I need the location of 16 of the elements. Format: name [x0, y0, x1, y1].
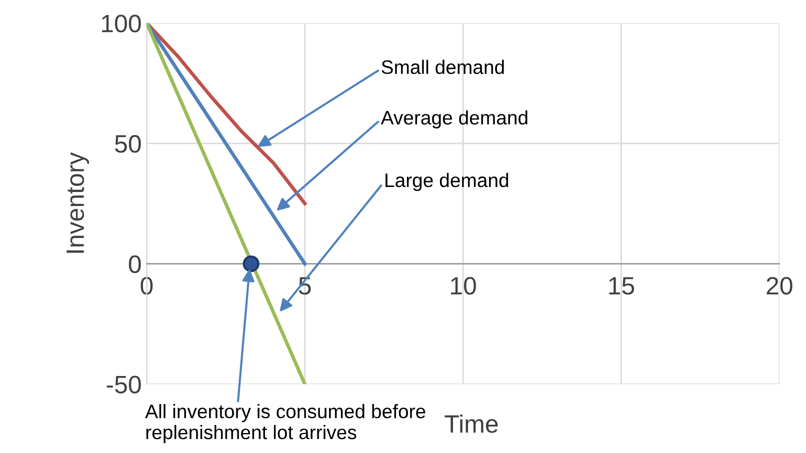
- y-axis-title: Inventory: [66, 152, 90, 253]
- annotation: Large demand: [386, 172, 508, 192]
- y-tick-label: 50: [115, 135, 141, 153]
- annotation: Average demand: [380, 110, 528, 128]
- annotation: All inventory is consumed before replenishment lot arrives: [145, 404, 426, 444]
- line-series: [146, 23, 307, 206]
- y-tick-label: 100: [102, 14, 141, 32]
- x-tick-label: 20: [766, 276, 792, 295]
- x-tick-label: 10: [451, 276, 476, 295]
- y-tick-label: -50: [106, 376, 141, 394]
- x-axis-title: Time: [444, 414, 498, 433]
- y-tick-label: 0: [128, 255, 141, 274]
- annotation: Small demand: [382, 60, 504, 74]
- line-series: [146, 23, 307, 266]
- x-tick-label: 15: [609, 277, 634, 295]
- x-tick-label: 0: [140, 276, 153, 295]
